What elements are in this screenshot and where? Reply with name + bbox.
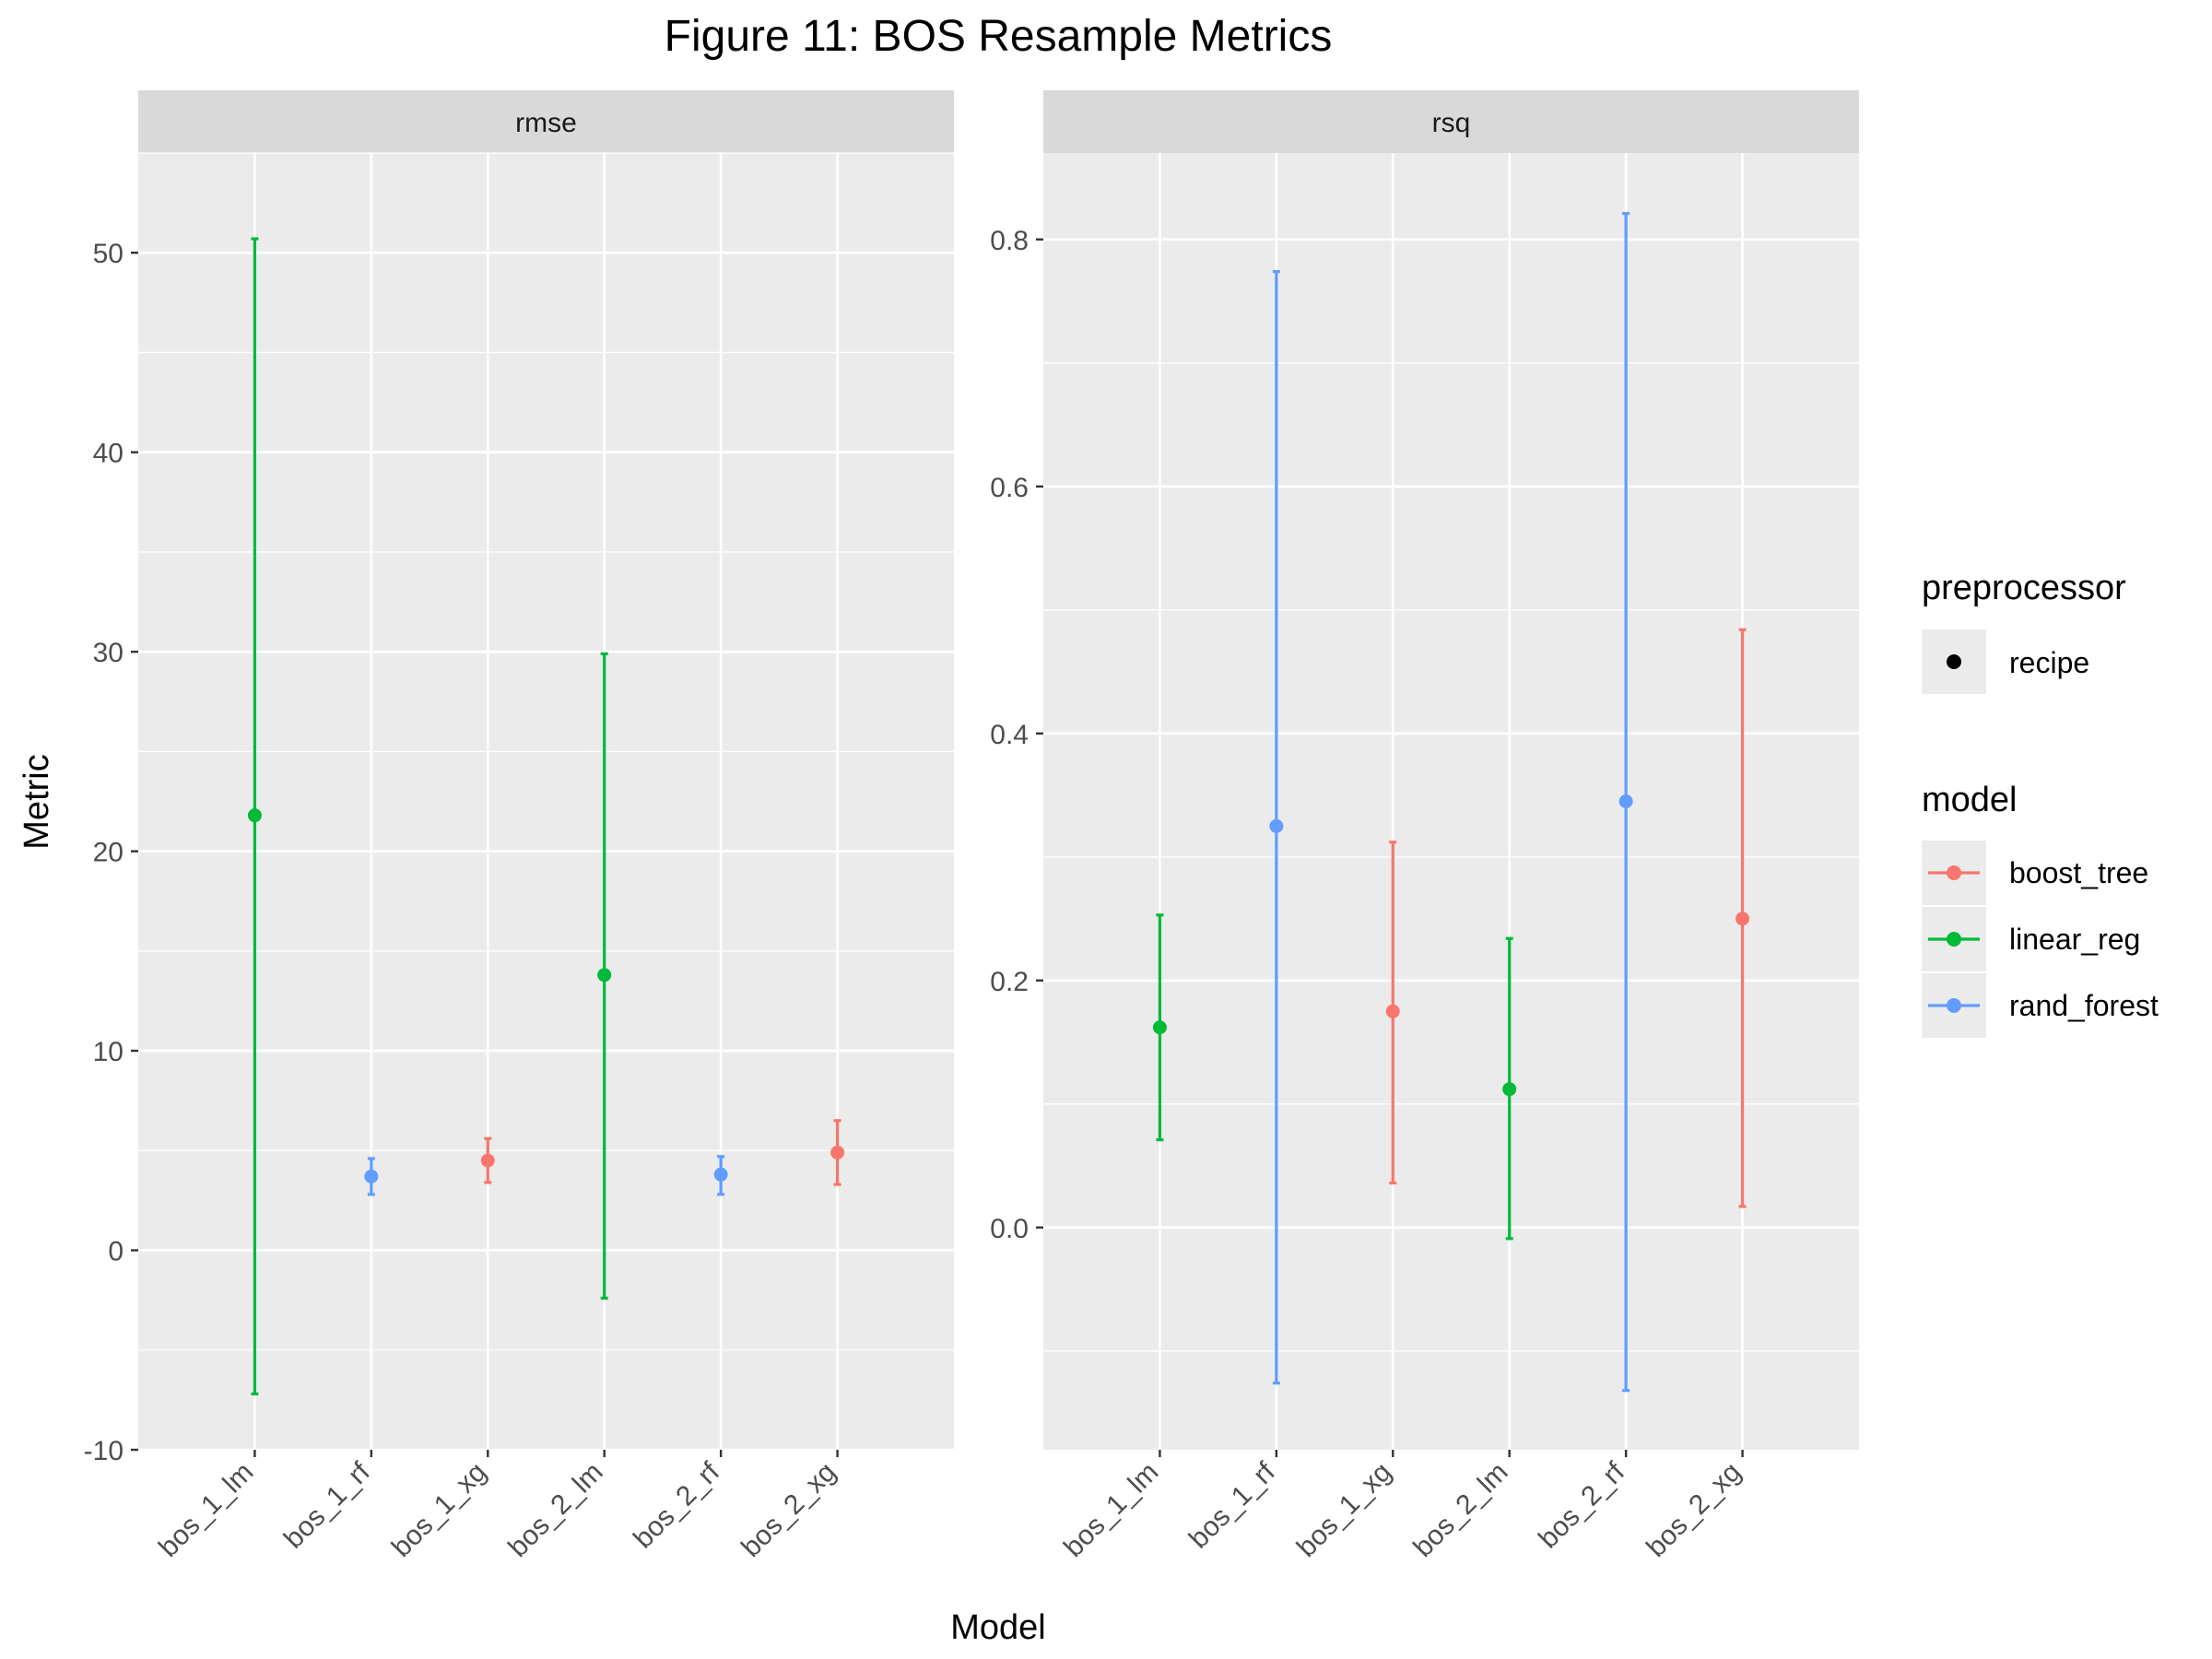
errorbar-bos_2_rf-rmse bbox=[713, 1155, 728, 1196]
x-tick-label: bos_2_rf bbox=[628, 1456, 725, 1554]
errorbar-bos_1_xg-rmse bbox=[480, 1136, 495, 1184]
legend: preprocessor recipe model boost_treeline… bbox=[1922, 569, 2159, 1038]
y-tick-label: 0.0 bbox=[990, 1214, 1029, 1244]
legend-key-point bbox=[1947, 998, 1961, 1013]
facet-panel-rsq: rsq 0.0 0.2 0.4 0.6 0.8 bos_1_lm bos_1_rf bos_1_… bbox=[990, 90, 1859, 1563]
mean-point bbox=[1618, 794, 1633, 808]
panel-background-rmse bbox=[138, 153, 954, 1450]
x-tick-label: bos_2_xg bbox=[1641, 1457, 1747, 1563]
y-tick-label: 30 bbox=[93, 638, 124, 668]
y-tick-label: 50 bbox=[93, 239, 124, 269]
legend-label: rand_forest bbox=[2009, 989, 2159, 1022]
y-tick-label: 40 bbox=[93, 439, 124, 469]
mean-point bbox=[1152, 1020, 1167, 1035]
x-tick-label: bos_2_xg bbox=[735, 1457, 841, 1563]
mean-point bbox=[597, 968, 612, 982]
legend-item-rand_forest: rand_forest bbox=[1922, 973, 2159, 1038]
mean-point bbox=[1735, 912, 1750, 926]
legend-title-model: model bbox=[1922, 781, 2018, 819]
facet-strip-label-rmse: rmse bbox=[515, 108, 577, 138]
errorbar-bos_2_xg-rsq bbox=[1735, 628, 1750, 1208]
errorbar-bos_2_xg-rmse bbox=[830, 1119, 845, 1186]
x-tick-label: bos_1_xg bbox=[386, 1457, 492, 1563]
mean-point bbox=[247, 808, 262, 823]
mean-point bbox=[364, 1169, 379, 1183]
mean-point bbox=[830, 1145, 845, 1159]
errorbar-bos_1_lm-rmse bbox=[247, 237, 262, 1395]
panel-background-rsq bbox=[1043, 153, 1859, 1450]
facet-strip-label-rsq: rsq bbox=[1432, 108, 1471, 138]
facet-strip-rsq bbox=[1043, 90, 1859, 153]
errorbar-bos_1_lm-rsq bbox=[1152, 913, 1167, 1142]
legend-item-boost_tree: boost_tree bbox=[1922, 841, 2148, 905]
errorbar-bos_2_lm-rsq bbox=[1502, 936, 1517, 1241]
x-tick-label: bos_2_lm bbox=[1407, 1457, 1513, 1563]
y-tick-label: 10 bbox=[93, 1037, 124, 1067]
mean-point bbox=[1269, 818, 1284, 833]
mean-point bbox=[1502, 1082, 1517, 1097]
errorbar-bos_2_lm-rmse bbox=[597, 652, 612, 1300]
mean-point bbox=[480, 1153, 495, 1168]
legend-key-point bbox=[1947, 932, 1961, 947]
legend-point-recipe bbox=[1947, 654, 1961, 669]
x-tick-label: bos_1_lm bbox=[153, 1457, 259, 1563]
legend-label-recipe: recipe bbox=[2009, 646, 2089, 679]
model-legend-keys: boost_tree linear_reg rand_forest bbox=[1922, 841, 2159, 1038]
chart-title: Figure 11: BOS Resample Metrics bbox=[665, 12, 1333, 61]
x-axis-title: Model bbox=[950, 1608, 1046, 1647]
y-tick-label: 0.8 bbox=[990, 226, 1029, 256]
y-tick-label: 20 bbox=[93, 838, 124, 868]
x-tick-label: bos_1_xg bbox=[1291, 1457, 1397, 1563]
errorbar-bos_1_xg-rsq bbox=[1385, 841, 1400, 1185]
mean-point bbox=[1385, 1004, 1400, 1018]
facet-strip-rmse bbox=[138, 90, 954, 153]
facet-panel-rmse: rmse -10 0 10 20 30 40 50 bos_1_lm bos_1_rf bos_1_… bbox=[84, 90, 954, 1563]
mean-point bbox=[713, 1167, 728, 1182]
legend-key-point bbox=[1947, 865, 1961, 880]
legend-label: linear_reg bbox=[2009, 923, 2140, 956]
errorbar-bos_1_rf-rsq bbox=[1269, 270, 1284, 1385]
y-tick-label: 0.2 bbox=[990, 967, 1029, 997]
y-tick-label: 0.4 bbox=[990, 720, 1029, 750]
y-tick-label: -10 bbox=[84, 1436, 124, 1466]
x-tick-label: bos_2_rf bbox=[1533, 1456, 1630, 1554]
x-tick-label: bos_1_rf bbox=[1183, 1456, 1281, 1554]
legend-title-preprocessor: preprocessor bbox=[1922, 569, 2126, 607]
x-tick-label: bos_1_lm bbox=[1058, 1457, 1164, 1563]
y-tick-label: 0 bbox=[108, 1237, 124, 1267]
x-tick-label: bos_2_lm bbox=[502, 1457, 608, 1563]
legend-item-linear_reg: linear_reg bbox=[1922, 907, 2140, 971]
y-tick-label: 0.6 bbox=[990, 473, 1029, 503]
errorbar-bos_1_rf-rmse bbox=[364, 1157, 379, 1196]
errorbar-bos_2_rf-rsq bbox=[1618, 212, 1633, 1393]
legend-label: boost_tree bbox=[2009, 856, 2148, 889]
x-tick-label: bos_1_rf bbox=[278, 1456, 376, 1554]
y-axis-title: Metric bbox=[18, 754, 56, 849]
